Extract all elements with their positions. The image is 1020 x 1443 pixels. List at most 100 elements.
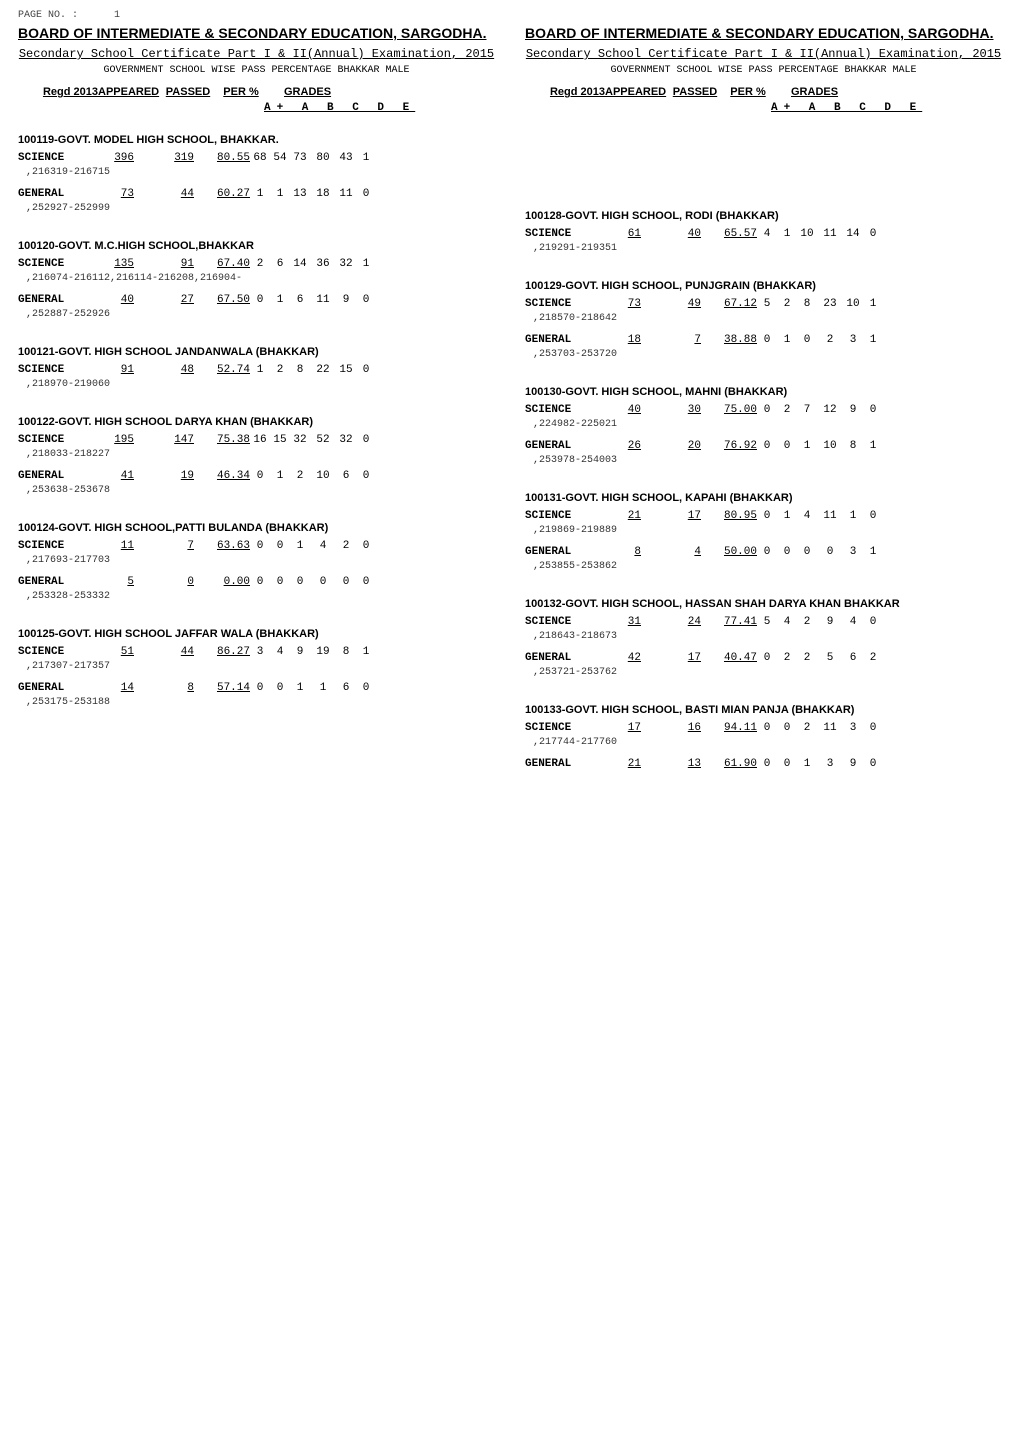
grade-count: 1 — [270, 470, 290, 482]
grade-count: 32 — [336, 258, 356, 270]
grade-count: 1 — [270, 188, 290, 200]
grade-count: 14 — [290, 258, 310, 270]
data-row: SCIENCE514486.273491981 — [18, 646, 495, 658]
grade-count: 5 — [757, 616, 777, 628]
hdr-appeared: APPEARED — [98, 86, 158, 98]
grade-count: 11 — [817, 228, 843, 240]
appeared-value: 26 — [591, 440, 641, 452]
passed-value: 19 — [134, 470, 194, 482]
grade-count: 54 — [270, 152, 290, 164]
school-block: 100128-GOVT. HIGH SCHOOL, RODI (BHAKKAR)… — [525, 210, 1002, 254]
row-label: GENERAL — [525, 440, 591, 452]
grade-count: 0 — [356, 188, 376, 200]
grade-count: 0 — [757, 722, 777, 734]
row-label: GENERAL — [525, 758, 591, 770]
grade-count: 11 — [336, 188, 356, 200]
data-row: SCIENCE19514775.3816153252320 — [18, 434, 495, 446]
grade-count: 16 — [250, 434, 270, 446]
grade-count: 36 — [310, 258, 336, 270]
percent-value: 50.00 — [701, 546, 757, 558]
grade-count: 0 — [777, 440, 797, 452]
grade-count: 0 — [270, 540, 290, 552]
regd-range: ,219869-219889 — [533, 525, 1002, 536]
school-name: 100125-GOVT. HIGH SCHOOL JAFFAR WALA (BH… — [18, 628, 495, 640]
board-title-right: BOARD OF INTERMEDIATE & SECONDARY EDUCAT… — [525, 25, 1002, 41]
hdr-appeared: APPEARED — [605, 86, 665, 98]
appeared-value: 42 — [591, 652, 641, 664]
passed-value: 147 — [134, 434, 194, 446]
grade-count: 0 — [863, 228, 883, 240]
hdr-grades: GRADES — [264, 86, 364, 98]
grade-count: 2 — [777, 404, 797, 416]
page: PAGE NO. : 1 BOARD OF INTERMEDIATE & SEC… — [0, 0, 1020, 806]
page-number: PAGE NO. : 1 — [18, 10, 1002, 21]
data-row: SCIENCE312477.41542940 — [525, 616, 1002, 628]
grade-count: 18 — [310, 188, 336, 200]
row-label: SCIENCE — [525, 228, 591, 240]
data-row: GENERAL18738.88010231 — [525, 334, 1002, 346]
regd-range: ,252927-252999 — [26, 203, 495, 214]
grade-count: 1 — [777, 228, 797, 240]
grade-count: 0 — [863, 404, 883, 416]
percent-value: 94.11 — [701, 722, 757, 734]
grade-count: 73 — [290, 152, 310, 164]
grade-count: 8 — [797, 298, 817, 310]
hdr-per: PER % — [218, 86, 264, 98]
regd-range: ,253978-254003 — [533, 455, 1002, 466]
regd-range: ,218643-218673 — [533, 631, 1002, 642]
regd-range: ,218970-219060 — [26, 379, 495, 390]
grade-count: 0 — [270, 576, 290, 588]
hdr-passed: PASSED — [665, 86, 725, 98]
appeared-value: 73 — [591, 298, 641, 310]
percent-value: 40.47 — [701, 652, 757, 664]
passed-value: 319 — [134, 152, 194, 164]
school-name: 100130-GOVT. HIGH SCHOOL, MAHNI (BHAKKAR… — [525, 386, 1002, 398]
hdr-passed: PASSED — [158, 86, 218, 98]
grade-count: 4 — [757, 228, 777, 240]
two-column-layout: BOARD OF INTERMEDIATE & SECONDARY EDUCAT… — [18, 21, 1002, 796]
passed-value: 44 — [134, 646, 194, 658]
right-schools-container: 100128-GOVT. HIGH SCHOOL, RODI (BHAKKAR)… — [525, 210, 1002, 770]
grade-count: 4 — [310, 540, 336, 552]
grade-count: 23 — [817, 298, 843, 310]
grade-count: 2 — [250, 258, 270, 270]
grade-count: 32 — [290, 434, 310, 446]
passed-value: 16 — [641, 722, 701, 734]
grade-count: 1 — [777, 334, 797, 346]
grade-count: 4 — [797, 510, 817, 522]
regd-range: ,217307-217357 — [26, 661, 495, 672]
grade-count: 3 — [250, 646, 270, 658]
data-row: SCIENCE11763.63001420 — [18, 540, 495, 552]
appeared-value: 8 — [591, 546, 641, 558]
grade-count: 0 — [757, 510, 777, 522]
grade-count: 1 — [843, 510, 863, 522]
grade-count: 12 — [817, 404, 843, 416]
grade-count: 10 — [843, 298, 863, 310]
regd-range: ,224982-225021 — [533, 419, 1002, 430]
percent-value: 67.12 — [701, 298, 757, 310]
appeared-value: 31 — [591, 616, 641, 628]
regd-range: ,253638-253678 — [26, 485, 495, 496]
data-row: SCIENCE211780.950141110 — [525, 510, 1002, 522]
passed-value: 48 — [134, 364, 194, 376]
grade-count: 0 — [250, 294, 270, 306]
school-block: 100131-GOVT. HIGH SCHOOL, KAPAHI (BHAKKA… — [525, 492, 1002, 572]
grade-count: 10 — [797, 228, 817, 240]
row-label: SCIENCE — [18, 646, 84, 658]
left-schools-container: 100119-GOVT. MODEL HIGH SCHOOL, BHAKKAR.… — [18, 134, 495, 708]
row-label: SCIENCE — [18, 434, 84, 446]
grade-count: 8 — [843, 440, 863, 452]
appeared-value: 21 — [591, 758, 641, 770]
grade-count: 9 — [817, 616, 843, 628]
row-label: SCIENCE — [525, 404, 591, 416]
grade-count: 32 — [336, 434, 356, 446]
grade-count: 3 — [843, 546, 863, 558]
exam-title-left: Secondary School Certificate Part I & II… — [18, 47, 495, 61]
passed-value: 91 — [134, 258, 194, 270]
appeared-value: 396 — [84, 152, 134, 164]
grade-count: 0 — [863, 616, 883, 628]
school-name: 100132-GOVT. HIGH SCHOOL, HASSAN SHAH DA… — [525, 598, 1002, 610]
regd-range: ,253703-253720 — [533, 349, 1002, 360]
row-label: GENERAL — [18, 470, 84, 482]
school-name: 100120-GOVT. M.C.HIGH SCHOOL,BHAKKAR — [18, 240, 495, 252]
